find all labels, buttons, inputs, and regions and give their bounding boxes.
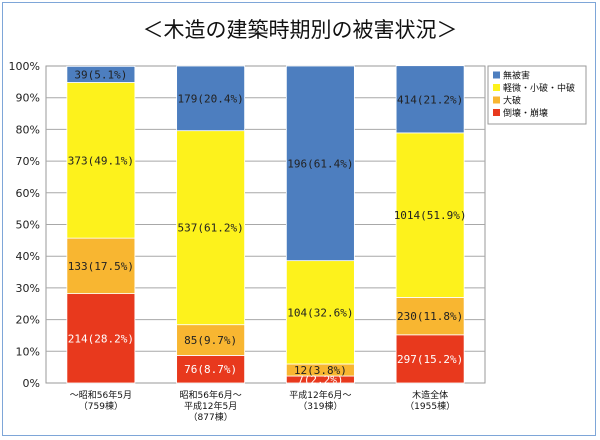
bar-segment	[176, 130, 246, 326]
y-tick-label: 30%	[16, 282, 40, 295]
y-tick-label: 40%	[16, 250, 40, 263]
x-tick-label: （1955棟）	[405, 400, 455, 412]
legend-swatch	[493, 84, 500, 91]
y-tick-label: 80%	[16, 123, 40, 136]
bar-segment	[66, 293, 136, 384]
y-tick-label: 60%	[16, 187, 40, 200]
legend-label: 大破	[503, 95, 521, 107]
y-tick-label: 70%	[16, 155, 40, 168]
x-tick-label: ～昭和56年5月	[70, 389, 132, 401]
y-tick-label: 0%	[23, 377, 40, 390]
bar-segment	[66, 82, 136, 239]
segment-label: 537(61.2%)	[178, 222, 244, 235]
segment-label: 7(2.2%)	[297, 374, 343, 387]
segment-label: 12(3.8%)	[294, 364, 347, 377]
segment-label: 133(17.5%)	[68, 260, 134, 273]
segment-label: 230(11.8%)	[397, 310, 463, 323]
legend-box	[487, 65, 587, 125]
segment-label: 104(32.6%)	[287, 306, 353, 319]
bar-segment	[176, 324, 246, 356]
x-axis: ～昭和56年5月（759棟） 昭和56年6月～平成12年5月（877棟） 平成12年…	[70, 389, 455, 423]
legend-label: 無被害	[503, 70, 530, 82]
segment-label: 297(15.2%)	[397, 353, 463, 366]
x-tick-label: 木造全体	[412, 389, 448, 401]
bar-segment	[285, 260, 355, 365]
chart-title: ＜木造の建築時期別の被害状況＞	[142, 18, 458, 42]
y-tick-label: 50%	[16, 219, 40, 232]
y-tick-label: 20%	[16, 314, 40, 327]
y-tick-label: 90%	[16, 92, 40, 105]
x-tick-label: （759棟）	[79, 400, 123, 412]
legend-swatch	[493, 96, 500, 104]
y-axis: 0% 10% 20% 30% 40% 50% 60% 70% 80% 90% 100%	[9, 60, 40, 390]
y-tick-label: 100%	[9, 60, 40, 73]
segment-label: 1014(51.9%)	[394, 209, 467, 222]
segment-label: 39(5.1%)	[74, 68, 127, 81]
segment-label: 76(8.7%)	[184, 363, 237, 376]
bars	[66, 65, 465, 384]
x-tick-label: （877棟）	[189, 411, 233, 423]
segment-label: 214(28.2%)	[68, 332, 134, 345]
bar-segment	[176, 355, 246, 384]
bar-segment	[66, 65, 136, 83]
bar-segment	[395, 65, 465, 134]
y-tick-label: 10%	[16, 345, 40, 358]
segment-label: 196(61.4%)	[287, 157, 353, 170]
x-tick-label: 平成12年6月～	[289, 389, 351, 401]
segment-labels: 214(28.2%) 133(17.5%) 373(49.1%) 39(5.1%) 76…	[68, 68, 467, 386]
bar-segment	[176, 65, 246, 132]
x-tick-label: 平成12年5月	[184, 400, 237, 412]
x-tick-label: 昭和56年6月～	[180, 389, 242, 401]
segment-label: 414(21.2%)	[397, 93, 463, 106]
segment-label: 85(9.7%)	[184, 334, 237, 347]
legend-label: 軽微・小破・中破	[503, 82, 575, 94]
legend-swatch	[493, 71, 500, 79]
x-tick-label: （319棟）	[298, 400, 342, 412]
bar-segment	[285, 65, 355, 262]
segment-label: 373(49.1%)	[68, 154, 134, 167]
bar-segment	[66, 237, 136, 295]
legend-swatch	[493, 109, 500, 116]
legend-label: 倒壊・崩壊	[503, 107, 548, 119]
segment-label: 179(20.4%)	[178, 92, 244, 105]
